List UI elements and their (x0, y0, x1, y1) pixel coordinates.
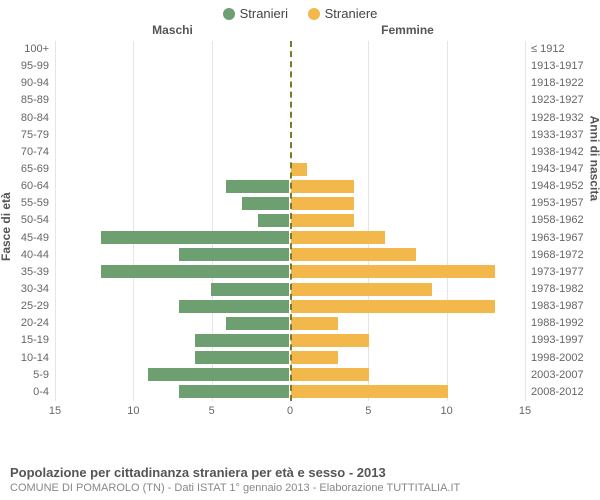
legend-item-female: Straniere (308, 6, 378, 21)
chart-area: Fasce di età Anni di nascita 100+ ≤ 1912 9… (0, 41, 600, 441)
bar-female (290, 283, 432, 296)
birth-year-label: 1923-1927 (525, 94, 596, 106)
age-label: 75-79 (4, 129, 55, 141)
x-tick: 10 (127, 405, 139, 417)
legend-item-male: Stranieri (223, 6, 288, 21)
age-label: 10-14 (4, 352, 55, 364)
birth-year-label: 1998-2002 (525, 352, 596, 364)
legend-swatch-female (308, 8, 320, 20)
x-tick: 15 (519, 405, 531, 417)
column-headers: Maschi Femmine (0, 23, 600, 41)
x-axis: 15105051015 (55, 405, 525, 423)
x-tick: 10 (441, 405, 453, 417)
birth-year-label: 1983-1987 (525, 300, 596, 312)
bar-male (195, 334, 290, 347)
bar-male (226, 180, 290, 193)
bar-male (226, 317, 290, 330)
age-label: 65-69 (4, 163, 55, 175)
birth-year-label: 1968-1972 (525, 249, 596, 261)
bar-male (258, 214, 290, 227)
birth-year-label: 2003-2007 (525, 369, 596, 381)
bar-female (290, 248, 416, 261)
birth-year-label: 1918-1922 (525, 77, 596, 89)
birth-year-label: 2008-2012 (525, 386, 596, 398)
bar-male (211, 283, 290, 296)
age-label: 90-94 (4, 77, 55, 89)
bar-male (101, 231, 290, 244)
bar-male (242, 197, 290, 210)
legend-label-male: Stranieri (240, 6, 288, 21)
bar-female (290, 214, 354, 227)
legend-label-female: Straniere (325, 6, 378, 21)
y-axis-title-right: Anni di nascita (587, 115, 600, 200)
legend: Stranieri Straniere (0, 0, 600, 23)
chart-container: Stranieri Straniere Maschi Femmine Fasce… (0, 0, 600, 500)
age-label: 85-89 (4, 94, 55, 106)
birth-year-label: 1938-1942 (525, 146, 596, 158)
grid-line (447, 41, 448, 401)
birth-year-label: 1948-1952 (525, 180, 596, 192)
bar-female (290, 317, 338, 330)
age-label: 30-34 (4, 283, 55, 295)
bar-male (101, 265, 290, 278)
footer: Popolazione per cittadinanza straniera p… (10, 465, 590, 494)
birth-year-label: 1943-1947 (525, 163, 596, 175)
age-label: 100+ (4, 43, 55, 55)
age-label: 60-64 (4, 180, 55, 192)
bar-female (290, 385, 448, 398)
birth-year-label: 1988-1992 (525, 317, 596, 329)
age-label: 35-39 (4, 266, 55, 278)
bar-female (290, 197, 354, 210)
birth-year-label: 1958-1962 (525, 214, 596, 226)
bar-female (290, 265, 495, 278)
bar-female (290, 300, 495, 313)
age-label: 5-9 (4, 369, 55, 381)
bar-female (290, 368, 369, 381)
grid-line (55, 41, 56, 401)
birth-year-label: 1993-1997 (525, 334, 596, 346)
bar-female (290, 351, 338, 364)
x-tick: 15 (49, 405, 61, 417)
birth-year-label: 1953-1957 (525, 197, 596, 209)
header-female: Femmine (381, 23, 434, 37)
birth-year-label: 1928-1932 (525, 112, 596, 124)
age-label: 15-19 (4, 334, 55, 346)
x-tick: 5 (365, 405, 371, 417)
bar-male (179, 385, 290, 398)
age-label: 0-4 (4, 386, 55, 398)
birth-year-label: 1978-1982 (525, 283, 596, 295)
plot-area (55, 41, 525, 401)
age-label: 80-84 (4, 112, 55, 124)
bar-male (179, 300, 290, 313)
bar-male (195, 351, 290, 364)
age-label: 95-99 (4, 60, 55, 72)
chart-title: Popolazione per cittadinanza straniera p… (10, 465, 590, 480)
x-tick: 0 (287, 405, 293, 417)
header-male: Maschi (152, 23, 193, 37)
bar-female (290, 334, 369, 347)
birth-year-label: 1933-1937 (525, 129, 596, 141)
birth-year-label: 1973-1977 (525, 266, 596, 278)
age-label: 25-29 (4, 300, 55, 312)
grid-line (133, 41, 134, 401)
center-line (290, 41, 292, 401)
bar-male (179, 248, 290, 261)
x-tick: 5 (209, 405, 215, 417)
birth-year-label: 1913-1917 (525, 60, 596, 72)
birth-year-label: 1963-1967 (525, 232, 596, 244)
legend-swatch-male (223, 8, 235, 20)
chart-subtitle: COMUNE DI POMAROLO (TN) - Dati ISTAT 1° … (10, 482, 590, 494)
bar-female (290, 163, 307, 176)
y-axis-title-left: Fasce di età (0, 192, 13, 261)
bar-male (148, 368, 290, 381)
bar-female (290, 180, 354, 193)
birth-year-label: ≤ 1912 (525, 43, 596, 55)
grid-line (525, 41, 526, 401)
age-label: 20-24 (4, 317, 55, 329)
age-label: 70-74 (4, 146, 55, 158)
bar-female (290, 231, 385, 244)
